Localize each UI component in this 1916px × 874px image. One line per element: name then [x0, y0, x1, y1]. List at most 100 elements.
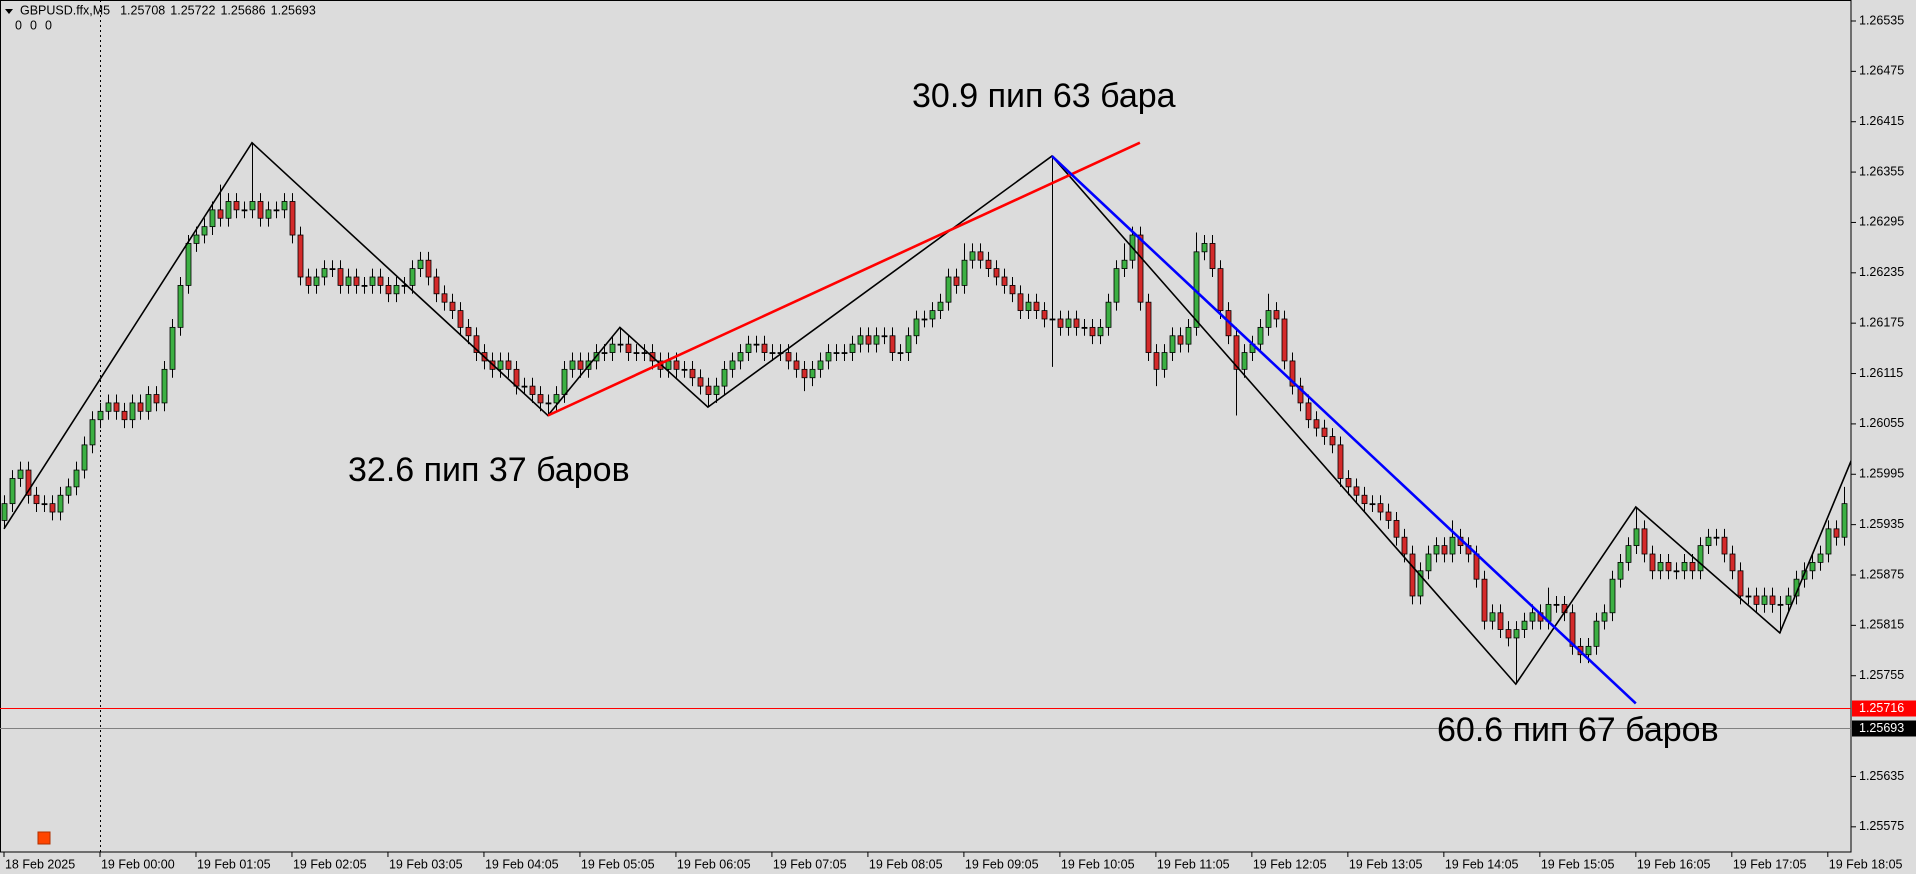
candle-body: [1449, 536, 1456, 555]
candle-body: [193, 234, 200, 244]
candle-body: [233, 201, 240, 211]
candle-body: [113, 402, 120, 412]
candle-body: [1761, 595, 1768, 605]
price-label-box: [1852, 720, 1916, 737]
x-tick-label: 19 Feb 13:05: [1349, 857, 1423, 871]
x-tick-label: 19 Feb 18:05: [1829, 857, 1903, 871]
candle-body: [825, 352, 832, 362]
candle-body: [545, 402, 552, 405]
plot-frame: [0, 0, 1852, 853]
candle-body: [41, 503, 48, 506]
candle-body: [953, 276, 960, 286]
candle-body: [465, 326, 472, 337]
candle-body: [705, 385, 712, 395]
indicator-value: 0: [30, 18, 37, 32]
candle-body: [793, 360, 800, 370]
candle-body: [721, 368, 728, 387]
candle-body: [1817, 553, 1824, 563]
x-tick-label: 19 Feb 12:05: [1253, 857, 1327, 871]
y-tick-label: 1.25995: [1859, 467, 1904, 481]
candle-body: [1553, 603, 1560, 606]
x-tick-label: 18 Feb 2025: [5, 857, 75, 871]
y-tick-label: 1.26475: [1859, 64, 1904, 78]
candle-body: [1833, 528, 1840, 538]
candle-body: [745, 343, 752, 353]
candle-body: [961, 259, 968, 286]
candle-body: [1417, 570, 1424, 597]
candle-body: [1009, 284, 1016, 295]
x-tick-label: 19 Feb 02:05: [293, 857, 367, 871]
candle-body: [329, 268, 336, 271]
candle-body: [9, 478, 16, 505]
candle-body: [1569, 612, 1576, 647]
candle-body: [857, 335, 864, 345]
x-tick-label: 19 Feb 05:05: [581, 857, 655, 871]
candle-body: [297, 234, 304, 278]
candle-body: [1137, 234, 1144, 303]
candle-body: [289, 201, 296, 236]
candle-body: [1049, 318, 1056, 321]
candle-body: [457, 310, 464, 328]
candle-body: [689, 368, 696, 379]
plot-area: [0, 0, 1851, 852]
candle-body: [617, 343, 624, 346]
candle-body: [977, 251, 984, 261]
candle-body: [449, 301, 456, 311]
candle-body: [1329, 436, 1336, 446]
candle-body: [537, 394, 544, 404]
y-tick-label: 1.25875: [1859, 567, 1904, 581]
candle-body: [985, 259, 992, 270]
candle-body: [1705, 536, 1712, 547]
candle-body: [817, 360, 824, 370]
candle-body: [849, 343, 856, 353]
candle-body: [385, 284, 392, 295]
candle-body: [625, 343, 632, 353]
candle-body: [601, 352, 608, 354]
x-tick-label: 19 Feb 16:05: [1637, 857, 1711, 871]
candle-body: [1289, 360, 1296, 387]
candle-body: [1369, 503, 1376, 506]
candle-body: [1, 503, 8, 521]
candle-body: [81, 444, 88, 471]
candle-body: [1025, 301, 1032, 311]
candle-body: [305, 276, 312, 286]
candle-body: [217, 209, 224, 219]
candle-body: [1529, 612, 1536, 622]
candle-body: [1121, 259, 1128, 270]
y-tick-label: 1.25935: [1859, 517, 1904, 531]
candle-body: [1641, 528, 1648, 555]
x-tick-label: 19 Feb 09:05: [965, 857, 1039, 871]
candle-body: [521, 385, 528, 388]
candle-body: [1113, 268, 1120, 303]
candle-body: [25, 469, 32, 496]
candle-body: [273, 209, 280, 212]
x-tick-label: 19 Feb 11:05: [1157, 857, 1230, 871]
candle-body: [89, 419, 96, 446]
candle-body: [801, 368, 808, 379]
candle-body: [513, 368, 520, 387]
candle-body: [633, 352, 640, 354]
candle-body: [169, 326, 176, 370]
candle-body: [137, 402, 144, 412]
candle-body: [1209, 243, 1216, 270]
candle-body: [1593, 620, 1600, 647]
candle-body: [57, 494, 64, 513]
collapse-icon[interactable]: [5, 9, 13, 14]
candle-body: [1305, 402, 1312, 421]
candle-body: [1441, 545, 1448, 555]
candle-body: [1657, 562, 1664, 572]
candle-body: [1489, 612, 1496, 622]
candle-body: [105, 402, 112, 412]
candle-body: [1321, 427, 1328, 437]
candle-body: [33, 494, 40, 505]
y-tick-label: 1.25755: [1859, 668, 1904, 682]
candle-body: [377, 276, 384, 286]
candle-body: [729, 360, 736, 370]
candle-body: [1313, 419, 1320, 429]
annotation: 32.6 пип 37 баров: [348, 451, 630, 489]
candle-body: [569, 360, 576, 370]
x-tick-label: 19 Feb 04:05: [485, 857, 559, 871]
candle-body: [1097, 326, 1104, 337]
candle-body: [1081, 326, 1088, 329]
